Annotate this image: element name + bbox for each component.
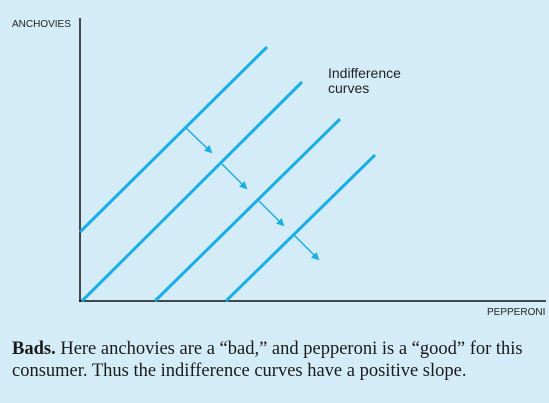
preference-arrow-1	[185, 127, 213, 154]
indifference-curve-3	[153, 117, 342, 303]
caption-title: Bads.	[12, 339, 56, 359]
annotation-line-2: curves	[328, 80, 369, 96]
indifference-curve-4	[224, 153, 377, 303]
preference-arrow-2	[221, 163, 248, 190]
preference-arrow-3	[258, 200, 285, 227]
indifference-curve-2	[80, 80, 304, 303]
figure-caption: Bads. Here anchovies are a “bad,” and pe…	[12, 338, 542, 382]
preference-arrow-4	[293, 234, 320, 261]
annotation-line-1: Indifference	[328, 65, 401, 81]
caption-text: Here anchovies are a “bad,” and pepperon…	[12, 339, 523, 381]
indifference-curve-1	[78, 45, 269, 234]
y-axis-label: ANCHOVIES	[12, 19, 71, 30]
indifference-curve-diagram: ANCHOVIES PEPPERONI Indifference curves	[12, 18, 546, 318]
x-axis-label: PEPPERONI	[487, 307, 545, 318]
